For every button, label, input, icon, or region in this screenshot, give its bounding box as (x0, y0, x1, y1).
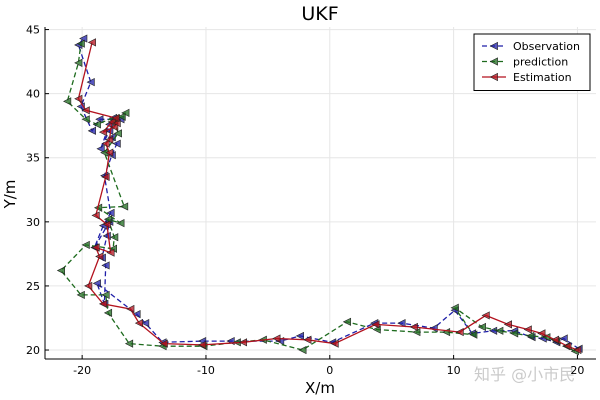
data-point (81, 115, 90, 124)
watermark: 知乎 @小市民 (474, 365, 575, 384)
data-point (112, 139, 121, 148)
y-tick-label: 20 (26, 344, 40, 357)
legend-marker (489, 41, 498, 51)
data-point (101, 261, 110, 270)
data-point (330, 339, 339, 348)
data-point (481, 311, 490, 320)
data-point (272, 334, 281, 343)
y-tick-label: 30 (26, 216, 40, 229)
y-axis-label: Y/m (1, 180, 19, 210)
data-point (91, 243, 100, 252)
series-estimation (74, 38, 582, 355)
data-point (76, 39, 85, 48)
data-point (87, 38, 96, 47)
data-point (86, 78, 95, 87)
data-point (559, 334, 568, 343)
data-point (106, 248, 115, 257)
x-tick-label: -10 (197, 364, 215, 377)
data-point (91, 211, 100, 220)
data-point (111, 113, 120, 123)
data-point (197, 340, 207, 349)
legend-label: Estimation (513, 71, 572, 84)
data-point (526, 331, 535, 341)
axes: -20 -10 0 10 20 20 25 30 35 40 45 (26, 24, 596, 377)
data-point (141, 319, 150, 328)
data-point (106, 208, 115, 217)
data-point (92, 279, 101, 288)
data-point (409, 322, 418, 332)
data-point (110, 122, 119, 132)
data-point (87, 126, 96, 135)
data-point (95, 252, 104, 261)
data-point (101, 290, 110, 299)
data-point (132, 310, 141, 319)
data-point (121, 108, 130, 117)
data-point (469, 330, 478, 339)
data-point (101, 139, 110, 148)
data-point (238, 338, 248, 347)
x-tick-label: 10 (447, 364, 461, 377)
x-tick-label: 0 (326, 364, 333, 377)
data-point (124, 339, 134, 348)
data-point (563, 342, 572, 351)
data-point (450, 303, 459, 312)
legend-label: Observation (513, 40, 580, 53)
legend: Observation prediction Estimation (473, 33, 591, 91)
data-point (74, 58, 83, 67)
data-point (98, 128, 108, 137)
series-layer (56, 34, 583, 356)
data-point (550, 335, 560, 344)
data-point (503, 320, 512, 329)
data-point (116, 219, 125, 228)
data-point (159, 339, 168, 348)
chart-title: UKF (301, 3, 338, 25)
data-point (117, 112, 126, 121)
data-point (397, 319, 406, 328)
data-point (63, 97, 72, 106)
y-tick-label: 40 (26, 88, 40, 101)
data-point (81, 240, 90, 250)
data-point (342, 317, 352, 326)
data-point (477, 322, 486, 332)
grid (45, 27, 596, 359)
data-point (303, 335, 312, 344)
y-tick-label: 35 (26, 152, 40, 165)
data-point (298, 345, 307, 355)
data-point (56, 266, 65, 275)
data-point (92, 120, 101, 129)
y-tick-label: 25 (26, 280, 40, 293)
data-point (134, 319, 144, 328)
data-point (126, 304, 135, 314)
data-point (102, 220, 111, 229)
data-point (96, 144, 105, 153)
data-point (495, 326, 504, 335)
x-tick-label: -20 (73, 364, 91, 377)
legend-marker (489, 57, 498, 66)
data-point (113, 129, 122, 138)
data-point (98, 299, 108, 308)
data-point (84, 281, 93, 291)
data-point (573, 345, 582, 355)
data-point (103, 308, 113, 317)
data-point (105, 148, 114, 157)
data-point (455, 327, 464, 337)
data-point (510, 329, 519, 338)
x-tick-label: 20 (570, 364, 584, 377)
x-axis-label: X/m (305, 379, 335, 397)
data-point (76, 290, 85, 299)
data-point (537, 329, 546, 338)
data-point (110, 233, 119, 242)
legend-marker (489, 72, 498, 82)
data-point (101, 172, 110, 182)
data-point (523, 325, 532, 334)
data-point (105, 135, 114, 144)
data-point (371, 320, 380, 329)
data-point (81, 106, 90, 115)
data-point (119, 202, 129, 211)
y-tick-label: 45 (26, 24, 40, 37)
data-point (295, 331, 304, 341)
data-point (74, 94, 83, 103)
legend-label: prediction (513, 56, 568, 69)
